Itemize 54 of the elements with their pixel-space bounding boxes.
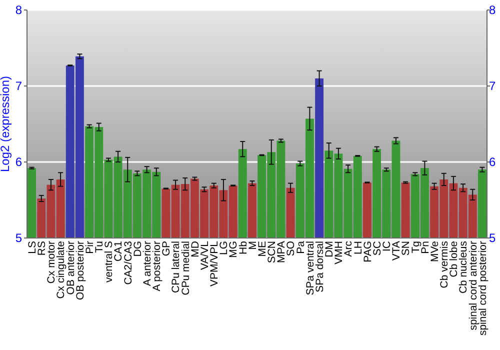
x-tick-label: A anterior (141, 240, 154, 286)
y2-tick-label: 8 (489, 3, 496, 18)
x-tick-label: CPu lateral (170, 241, 182, 293)
x-tick-label: OB posterior (74, 240, 86, 300)
x-tick-label: DG (132, 241, 144, 257)
x-tick-label: Cx cingulate (55, 240, 68, 299)
x-tick-label: VPM/VPL (208, 240, 221, 287)
x-tick-label: Tu (94, 240, 106, 253)
x-tick-label: VMH (333, 241, 346, 264)
x-tick-label: VTA (390, 241, 403, 261)
x-tick-label: Pa (294, 240, 307, 254)
x-tick-label: A posterior (151, 240, 164, 292)
y-tick-label: 8 (15, 3, 22, 18)
x-tick-label: OB anterior (64, 240, 77, 295)
x-tick-label: SPa dorsal (314, 241, 326, 292)
x-tick-label: SCN (266, 241, 278, 264)
x-tick-label: spinal cord posterior (476, 240, 489, 336)
x-tick-label: PAG (362, 241, 374, 262)
x-tick-label: MPA (276, 241, 288, 263)
x-tick-label: LG (218, 241, 230, 256)
x-tick-label: M (246, 241, 259, 250)
x-tick-label: Cb nucleus (458, 241, 470, 294)
x-tick-label: Arc (342, 241, 355, 257)
x-tick-label: Hb (237, 240, 250, 254)
y2-tick-label: 7 (489, 79, 496, 94)
x-tick-label: SPa ventral (304, 241, 316, 296)
x-tick-label: CA2/CA3 (122, 240, 134, 285)
x-tick-label: VA/VL (198, 240, 211, 270)
x-tick-label: MD (189, 240, 202, 258)
x-tick-label: DM (324, 241, 336, 258)
x-tick-label: IC (381, 240, 394, 252)
x-tick-label: Pir (84, 240, 96, 254)
x-tick-label: MVe (428, 240, 441, 262)
y2-tick-label: 5 (489, 231, 496, 246)
x-tick-label: RS (36, 241, 48, 256)
x-tick-label: ME (256, 241, 268, 257)
x-tick-label: ventral S (103, 241, 116, 282)
x-tick-label: Tg (410, 240, 422, 254)
y-axis-title: Log2 (expression) (0, 76, 12, 172)
y-tick-label: 7 (15, 79, 22, 94)
x-tick-label: CA1 (112, 240, 125, 262)
y-tick-label: 6 (15, 155, 22, 170)
y-tick-label: 5 (15, 231, 22, 246)
y2-tick-label: 6 (489, 155, 496, 170)
x-tick-label: spinal cord anterior (467, 240, 480, 330)
x-tick-label: SO (285, 241, 298, 256)
x-tick-label: MG (228, 241, 240, 258)
x-tick-label: SC (371, 240, 384, 256)
x-tick-label: GP (160, 241, 173, 256)
x-tick-label: SN (400, 241, 412, 256)
x-tick-label: Cb lobe (448, 240, 460, 278)
x-tick-label: LH (352, 241, 364, 254)
x-tick-label: CPu medial (180, 241, 192, 296)
x-tick-label: LS (26, 241, 38, 254)
